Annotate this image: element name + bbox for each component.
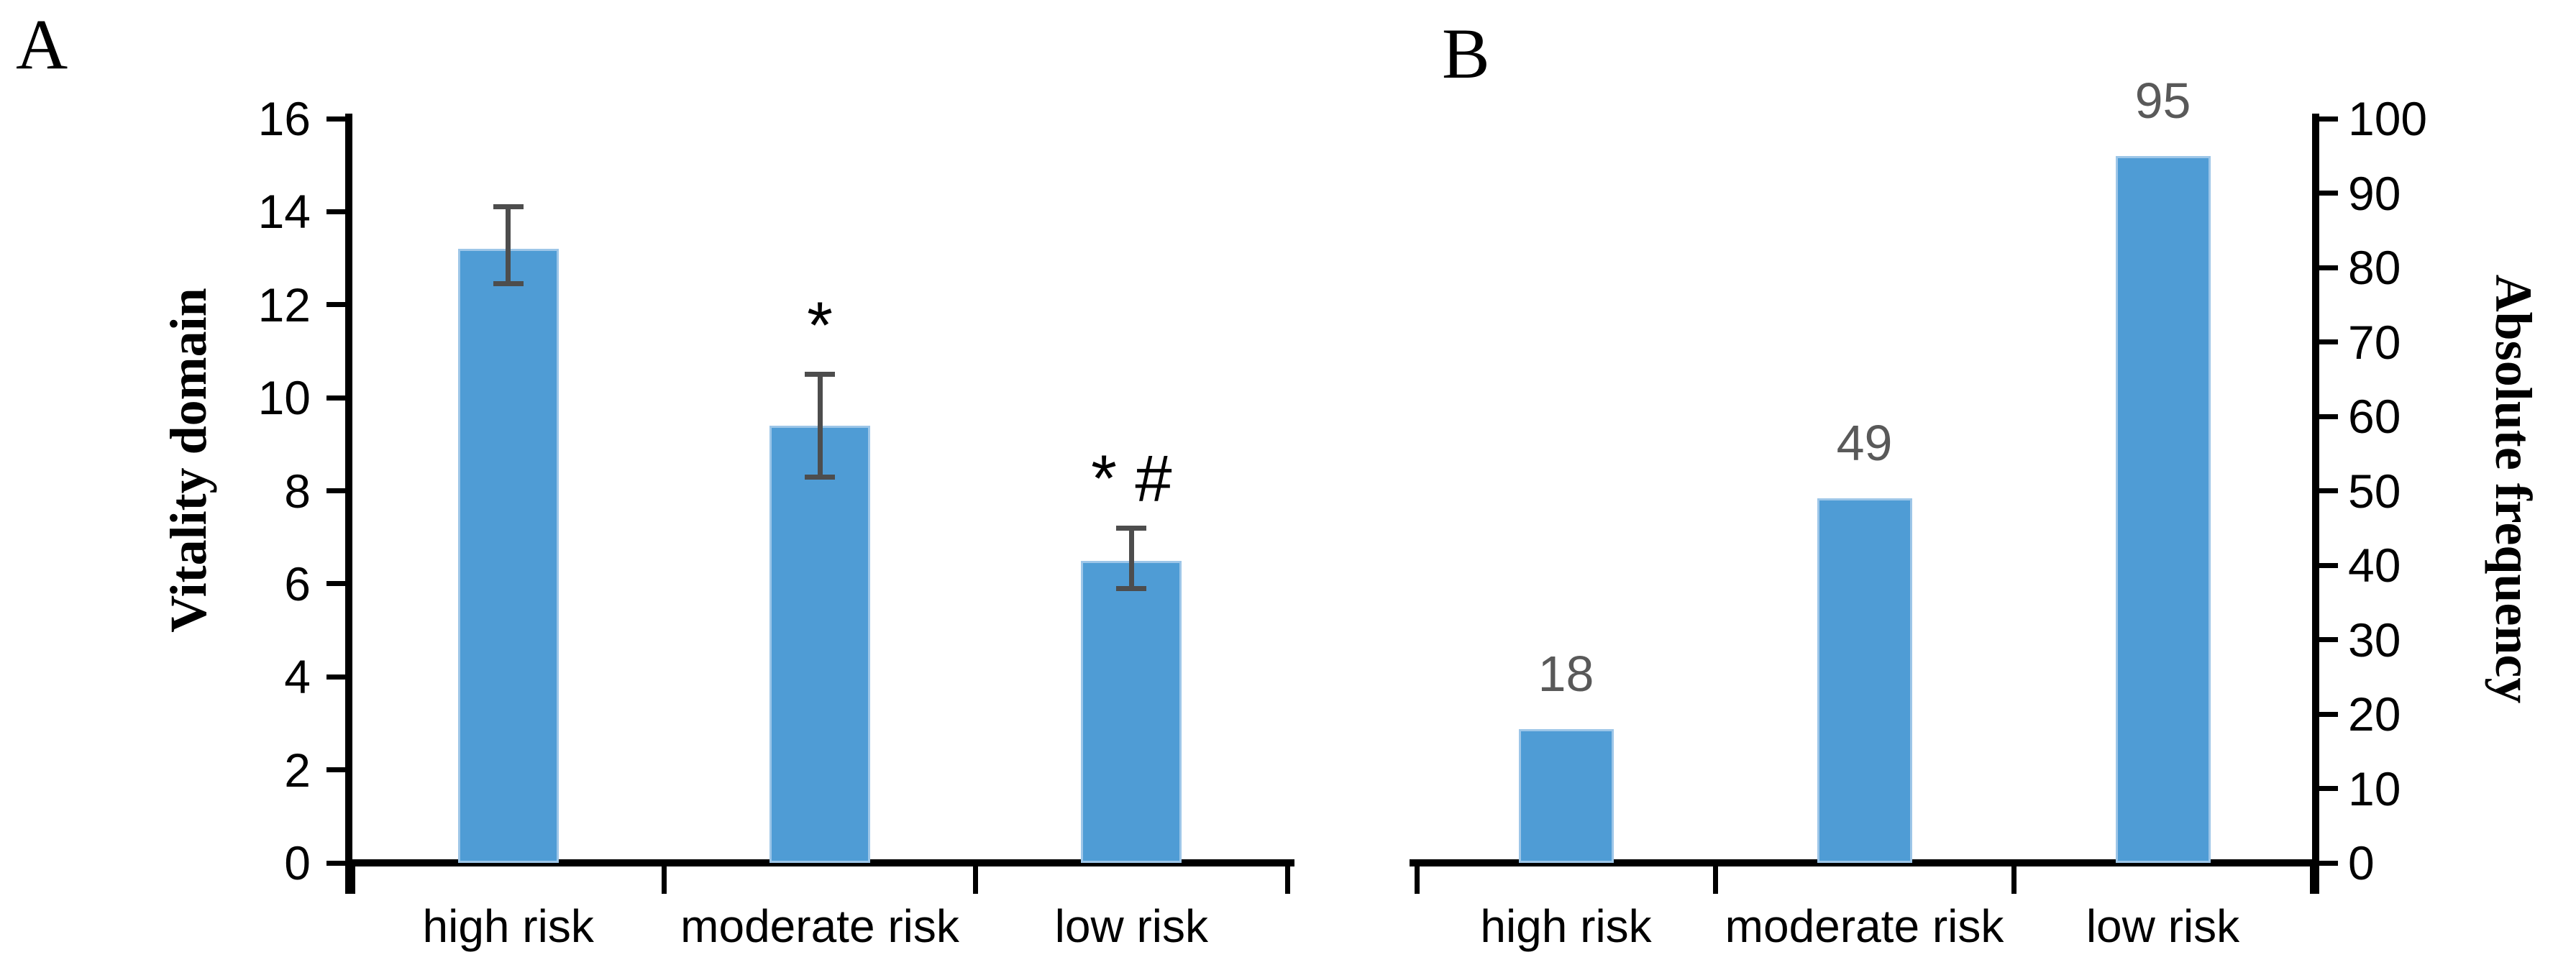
y-axis-tick: [326, 674, 345, 680]
error-bar-stem: [1128, 528, 1134, 589]
y-tick-label: 100: [2348, 92, 2428, 145]
y-tick-label: 70: [2348, 315, 2401, 369]
y-axis-tick: [326, 581, 345, 587]
y-tick-label: 2: [284, 743, 311, 797]
x-category-label: high risk: [422, 900, 594, 952]
error-bar-cap-bottom: [805, 474, 835, 480]
error-bar-cap-top: [805, 372, 835, 378]
x-category-label: low risk: [1054, 900, 1208, 952]
y-axis-tick: [2319, 339, 2338, 344]
x-axis-line: [1410, 859, 2319, 866]
y-axis-tick: [326, 302, 345, 308]
y-tick-label: 6: [284, 557, 311, 610]
x-axis-tick: [350, 866, 355, 894]
panel-b-letter: B: [1442, 14, 1490, 93]
x-axis-tick: [661, 866, 667, 894]
y-axis-tick: [2319, 637, 2338, 642]
y-axis-tick: [2319, 488, 2338, 493]
x-axis-tick: [1414, 866, 1420, 894]
y-axis-tick: [2319, 562, 2338, 568]
significance-label: *: [807, 288, 833, 362]
bar-moderate-risk: [769, 425, 870, 863]
y-tick-label: 50: [2348, 464, 2401, 518]
panel-a-letter: A: [16, 4, 68, 84]
y-tick-label: 14: [257, 185, 311, 239]
y-axis-tick: [326, 209, 345, 214]
bar-value-label: 18: [1538, 645, 1594, 702]
x-axis-tick: [2309, 866, 2315, 894]
y-axis-line: [345, 114, 352, 894]
y-axis-tick: [2319, 116, 2338, 122]
x-category-label: low risk: [2086, 900, 2240, 952]
bar-low-risk: [2115, 155, 2211, 863]
x-axis-tick: [1284, 866, 1290, 894]
y-tick-label: 60: [2348, 390, 2401, 443]
bar-value-label: 95: [2134, 72, 2191, 129]
error-bar-cap-top: [1116, 525, 1147, 531]
x-axis-line: [345, 859, 1294, 866]
y-tick-label: 80: [2348, 241, 2401, 294]
x-category-label: high risk: [1480, 900, 1652, 952]
y-axis-tick: [326, 395, 345, 401]
y-axis-tick: [326, 767, 345, 773]
bar-high-risk: [457, 249, 559, 863]
x-axis-tick: [2011, 866, 2017, 894]
y-tick-label: 16: [257, 92, 311, 145]
y-tick-label: 20: [2348, 687, 2401, 741]
error-bar-stem: [817, 374, 823, 477]
y-tick-label: 0: [2348, 836, 2375, 889]
error-bar-cap-bottom: [493, 281, 524, 287]
x-category-label: moderate risk: [680, 900, 959, 952]
y-tick-label: 90: [2348, 166, 2401, 220]
y-tick-label: 10: [2348, 762, 2401, 815]
error-bar-stem: [506, 206, 511, 284]
y-axis-tick: [2319, 711, 2338, 717]
y-tick-label: 8: [284, 464, 311, 518]
y-axis-tick: [326, 488, 345, 493]
y-axis-tick: [2319, 860, 2338, 866]
y-axis-tick: [326, 860, 345, 866]
x-axis-tick: [1712, 866, 1718, 894]
y-tick-label: 4: [284, 650, 311, 704]
x-axis-tick: [973, 866, 979, 894]
significance-label: * #: [1091, 442, 1172, 516]
y-axis-tick: [2319, 191, 2338, 196]
y-tick-label: 40: [2348, 539, 2401, 592]
y-tick-label: 12: [257, 278, 311, 331]
y-tick-label: 10: [257, 371, 311, 425]
error-bar-cap-bottom: [1116, 585, 1147, 591]
y-axis-tick: [326, 116, 345, 122]
x-category-label: moderate risk: [1725, 900, 2004, 952]
bar-high-risk: [1518, 728, 1614, 863]
y-axis-tick: [2319, 413, 2338, 419]
bar-value-label: 49: [1836, 414, 1893, 471]
y-axis-tick: [2319, 786, 2338, 791]
bar-moderate-risk: [1817, 498, 1912, 863]
error-bar-cap-top: [493, 204, 524, 210]
y-axis-tick: [2319, 265, 2338, 270]
y-axis-line: [2312, 114, 2319, 894]
y-tick-label: 0: [284, 836, 311, 889]
bar-low-risk: [1081, 560, 1182, 863]
y-tick-label: 30: [2348, 613, 2401, 667]
